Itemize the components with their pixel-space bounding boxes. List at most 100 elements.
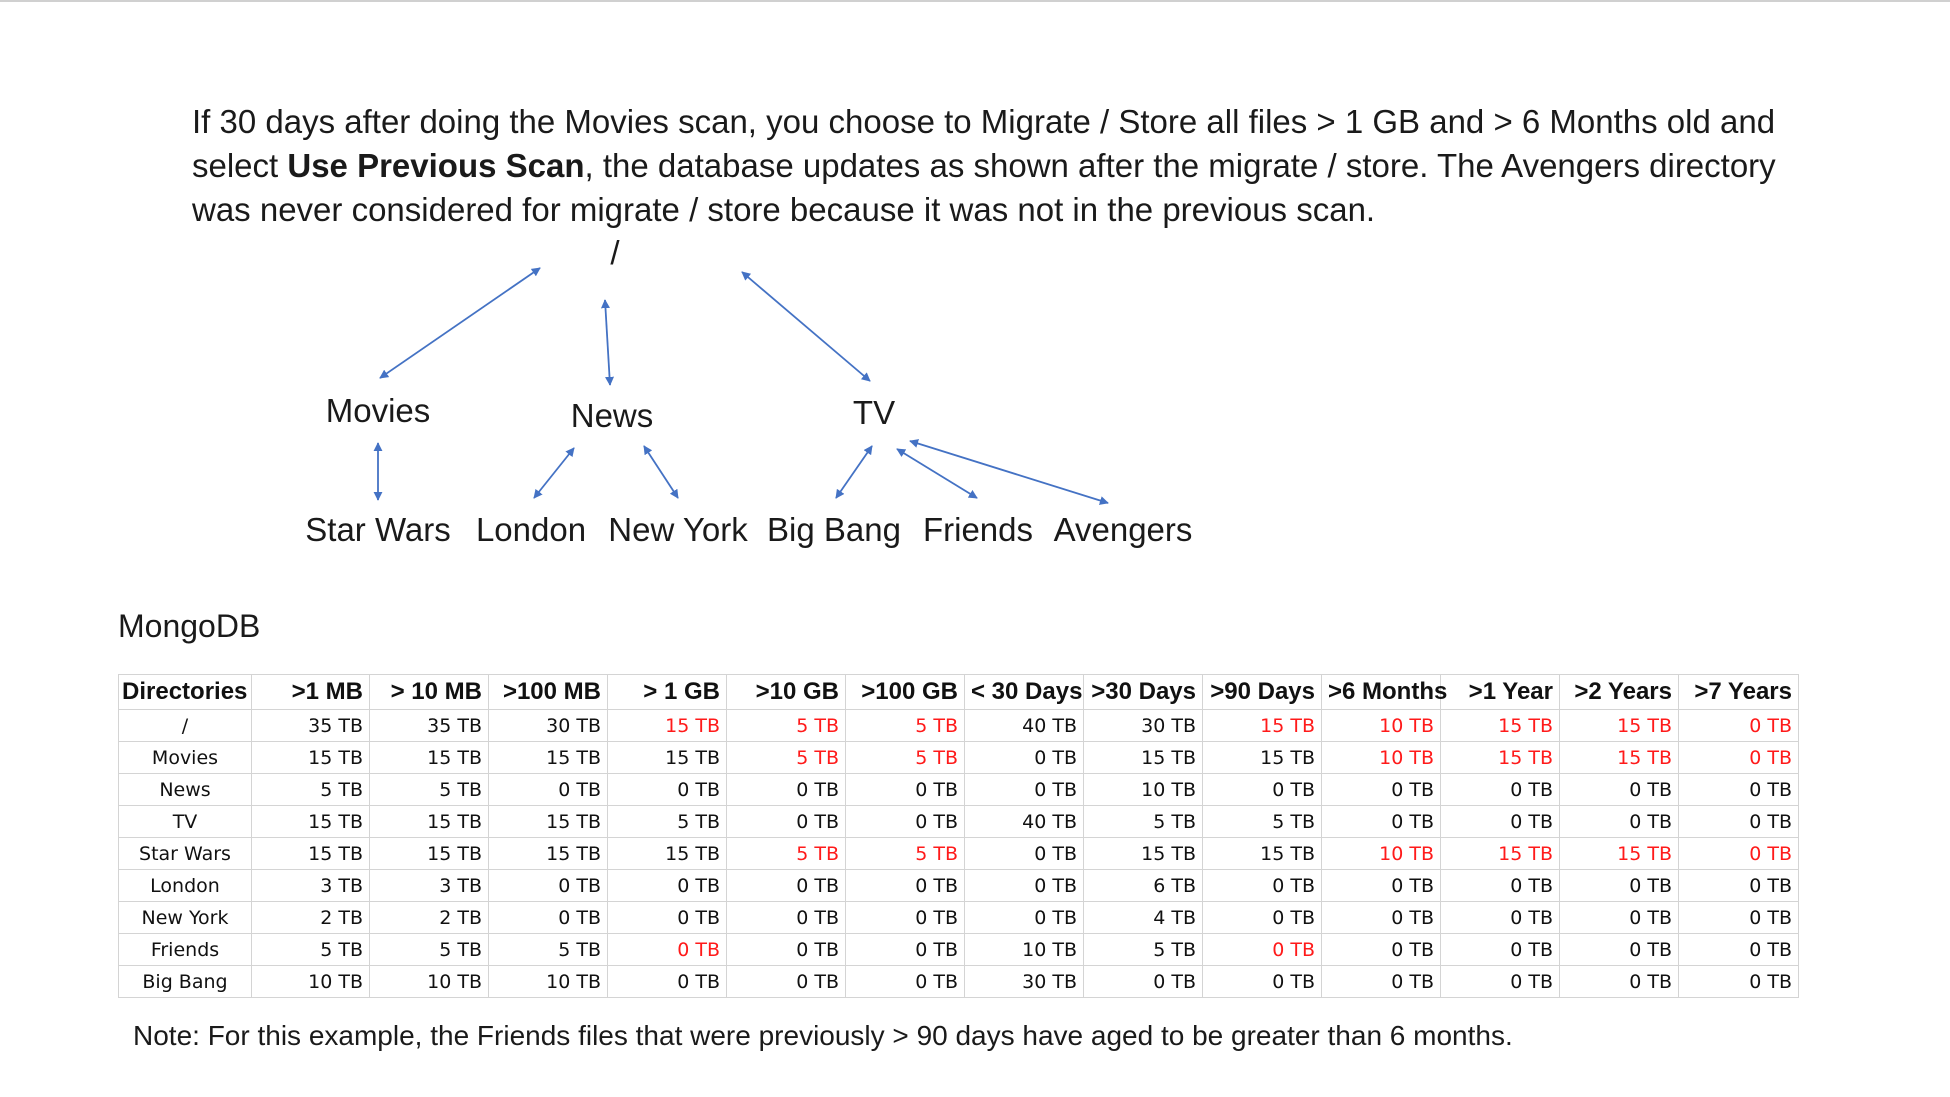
directory-cell: Big Bang — [118, 965, 252, 998]
size-cell: 40 TB — [964, 709, 1084, 742]
size-cell: 15 TB — [1559, 741, 1679, 774]
size-cell: 15 TB — [488, 741, 608, 774]
intro-text-1: If 30 days after doing the Movies scan, … — [192, 103, 1776, 184]
size-cell: 15 TB — [1202, 837, 1322, 870]
size-cell: 15 TB — [369, 837, 489, 870]
size-cell: 0 TB — [1202, 773, 1322, 806]
size-cell: 2 TB — [251, 901, 370, 934]
size-cell: 5 TB — [1083, 933, 1203, 966]
size-cell: 5 TB — [488, 933, 608, 966]
col-header: >1 Year — [1440, 674, 1560, 710]
col-header: >100 MB — [488, 674, 608, 710]
size-cell: 0 TB — [845, 901, 965, 934]
size-cell: 0 TB — [607, 933, 727, 966]
size-cell: 15 TB — [1559, 837, 1679, 870]
size-cell: 0 TB — [726, 901, 846, 934]
size-cell: 35 TB — [251, 709, 370, 742]
size-cell: 5 TB — [369, 933, 489, 966]
size-cell: 0 TB — [845, 869, 965, 902]
directory-tree-arrows — [373, 267, 1109, 505]
size-cell: 0 TB — [726, 869, 846, 902]
size-cell: 0 TB — [845, 773, 965, 806]
size-cell: 0 TB — [1321, 901, 1441, 934]
size-cell: 15 TB — [488, 837, 608, 870]
size-cell: 5 TB — [845, 741, 965, 774]
size-cell: 15 TB — [369, 805, 489, 838]
size-cell: 0 TB — [607, 901, 727, 934]
tree-node-tv: TV — [852, 394, 896, 431]
table-row: London 3 TB 3 TB 0 TB 0 TB 0 TB 0 TB 0 TB 6 TB 0 … — [118, 869, 1799, 902]
arrow-root-tv — [741, 271, 871, 382]
directory-cell: Star Wars — [118, 837, 252, 870]
directory-cell: Friends — [118, 933, 252, 966]
size-cell: 0 TB — [845, 805, 965, 838]
size-cell: 0 TB — [607, 869, 727, 902]
col-header: Directories — [118, 674, 252, 710]
size-cell: 5 TB — [845, 837, 965, 870]
size-cell: 3 TB — [369, 869, 489, 902]
table-row: Movies 15 TB 15 TB 15 TB 15 TB 5 TB 5 TB 0 TB 15… — [118, 741, 1799, 774]
size-cell: 0 TB — [1678, 709, 1799, 742]
size-cell: 0 TB — [1559, 965, 1679, 998]
size-cell: 15 TB — [1083, 741, 1203, 774]
size-cell: 40 TB — [964, 805, 1084, 838]
size-cell: 0 TB — [1440, 773, 1560, 806]
size-cell: 0 TB — [1440, 901, 1560, 934]
directory-cell: TV — [118, 805, 252, 838]
tree-node-root: / — [610, 234, 620, 271]
size-cell: 5 TB — [251, 933, 370, 966]
directory-cell: News — [118, 773, 252, 806]
size-cell: 0 TB — [726, 805, 846, 838]
size-cell: 15 TB — [1202, 709, 1322, 742]
size-cell: 15 TB — [1083, 837, 1203, 870]
size-cell: 0 TB — [1678, 837, 1799, 870]
size-cell: 10 TB — [1321, 741, 1441, 774]
table-row: Star Wars 15 TB 15 TB 15 TB 15 TB 5 TB 5 TB 0 T… — [118, 837, 1799, 870]
size-cell: 15 TB — [607, 741, 727, 774]
size-cell: 0 TB — [1559, 805, 1679, 838]
size-cell: 0 TB — [1678, 869, 1799, 902]
col-header: >30 Days — [1083, 674, 1203, 710]
size-cell: 10 TB — [1321, 709, 1441, 742]
table-row: Friends 5 TB 5 TB 5 TB 0 TB 0 TB 0 TB 10 TB 5 TB… — [118, 933, 1799, 966]
size-cell: 5 TB — [1083, 805, 1203, 838]
tree-node-london: London — [475, 511, 587, 548]
size-cell: 15 TB — [251, 837, 370, 870]
col-header: < 30 Days — [964, 674, 1084, 710]
intro-text-2: , the database updates as shown after th… — [192, 147, 1776, 228]
tree-node-avengers: Avengers — [1053, 511, 1193, 548]
size-cell: 15 TB — [369, 741, 489, 774]
size-cell: 0 TB — [488, 869, 608, 902]
size-cell: 15 TB — [251, 805, 370, 838]
size-cell: 15 TB — [607, 709, 727, 742]
col-header: >10 GB — [726, 674, 846, 710]
size-cell: 10 TB — [251, 965, 370, 998]
col-header: >2 Years — [1559, 674, 1679, 710]
size-cell: 0 TB — [1202, 869, 1322, 902]
size-cell: 5 TB — [845, 709, 965, 742]
size-cell: 0 TB — [1559, 869, 1679, 902]
size-cell: 0 TB — [488, 901, 608, 934]
size-cell: 5 TB — [726, 837, 846, 870]
size-cell: 0 TB — [964, 901, 1084, 934]
size-cell: 10 TB — [369, 965, 489, 998]
col-header: >90 Days — [1202, 674, 1322, 710]
size-cell: 4 TB — [1083, 901, 1203, 934]
size-cell: 0 TB — [1559, 773, 1679, 806]
table-row: New York 2 TB 2 TB 0 TB 0 TB 0 TB 0 TB 0 TB 4 TB… — [118, 901, 1799, 934]
size-cell: 0 TB — [1083, 965, 1203, 998]
tree-node-movies: Movies — [325, 392, 431, 429]
size-cell: 0 TB — [964, 773, 1084, 806]
size-cell: 15 TB — [1440, 837, 1560, 870]
size-cell: 0 TB — [845, 965, 965, 998]
size-cell: 15 TB — [488, 805, 608, 838]
directory-cell: London — [118, 869, 252, 902]
arrow-tv-avengers — [909, 439, 1109, 505]
size-cell: 10 TB — [1321, 837, 1441, 870]
size-cell: 30 TB — [488, 709, 608, 742]
table-header-row: Directories >1 MB > 10 MB >100 MB > 1 GB… — [118, 674, 1799, 710]
size-cell: 3 TB — [251, 869, 370, 902]
size-cell: 0 TB — [1321, 965, 1441, 998]
size-cell: 0 TB — [1440, 805, 1560, 838]
table-row: News 5 TB 5 TB 0 TB 0 TB 0 TB 0 TB 0 TB 10 TB 0 T… — [118, 773, 1799, 806]
